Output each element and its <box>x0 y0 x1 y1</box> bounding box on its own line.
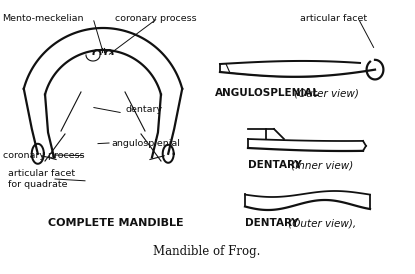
Text: (Outer view),: (Outer view), <box>285 218 356 228</box>
Text: articular facet
for quadrate: articular facet for quadrate <box>8 169 75 189</box>
Text: DENTARY: DENTARY <box>248 160 302 170</box>
Text: dentary: dentary <box>125 105 162 115</box>
Text: DENTARY: DENTARY <box>245 218 299 228</box>
Text: Mento-meckelian: Mento-meckelian <box>2 14 83 23</box>
Text: (Inner view): (Inner view) <box>288 160 353 170</box>
Text: COMPLETE MANDIBLE: COMPLETE MANDIBLE <box>48 218 183 228</box>
Text: (Outer view): (Outer view) <box>291 88 359 98</box>
Text: coronary process: coronary process <box>115 14 197 23</box>
Text: angulosplenial: angulosplenial <box>111 138 180 147</box>
Text: ANGULOSPLENIAL: ANGULOSPLENIAL <box>215 88 320 98</box>
Text: coronary process: coronary process <box>3 150 85 159</box>
Text: articular facet: articular facet <box>300 14 367 23</box>
Text: Mandible of Frog.: Mandible of Frog. <box>153 245 261 258</box>
